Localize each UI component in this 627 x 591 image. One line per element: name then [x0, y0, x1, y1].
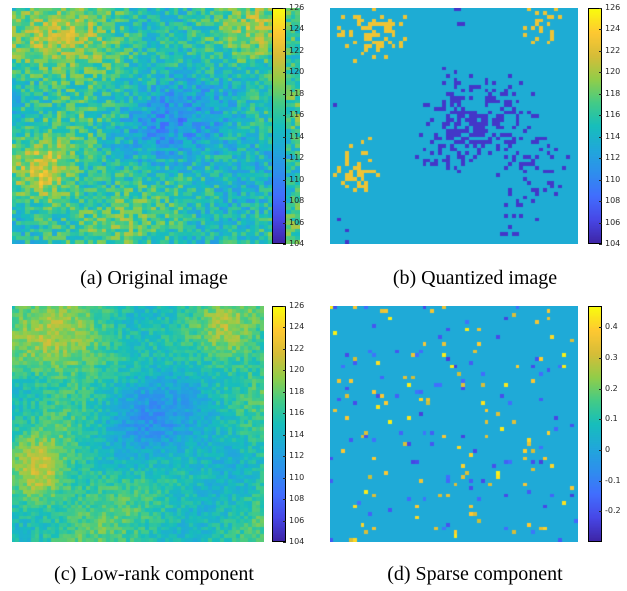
colorbar-tick-label: 0.4: [605, 322, 618, 331]
colorbar-tick-label: 118: [605, 89, 621, 98]
colorbar-tick-label: 0.3: [605, 353, 618, 362]
colorbar-tick-label: 108: [605, 196, 621, 205]
colorbar-tick-mark: [599, 481, 602, 482]
colorbar-tick-mark: [283, 542, 286, 543]
colorbar-tick-label: 110: [605, 175, 621, 184]
colorbar-tick-label: 106: [289, 218, 305, 227]
colorbar-tick-mark: [283, 94, 286, 95]
colorbar-tick-mark: [599, 180, 602, 181]
colorbar-sparse-component: [588, 306, 602, 542]
caption-original-image: (a) Original image: [80, 267, 228, 289]
colorbar-tick-mark: [283, 413, 286, 414]
colorbar-tick-mark: [283, 158, 286, 159]
colorbar-tick-mark: [599, 244, 602, 245]
colorbar-tick-label: 126: [289, 3, 305, 12]
colorbar-tick-label: 124: [289, 24, 305, 33]
colorbar-tick-label: -0.1: [605, 476, 621, 485]
colorbar-tick-mark: [599, 8, 602, 9]
colorbar-tick-mark: [599, 358, 602, 359]
caption-low-rank-component: (c) Low-rank component: [54, 563, 254, 585]
heatmap-sparse-component: [330, 306, 578, 542]
colorbar-tick-label: 124: [605, 24, 621, 33]
heatmap-low-rank-component: [12, 306, 264, 542]
colorbar-tick-label: 122: [289, 46, 305, 55]
colorbar-tick-label: 116: [289, 110, 305, 119]
colorbar-tick-label: 108: [289, 494, 305, 503]
colorbar-tick-label: 120: [289, 67, 305, 76]
colorbar-tick-label: 118: [289, 89, 305, 98]
colorbar-tick-mark: [599, 389, 602, 390]
colorbar-quantized-image: [588, 8, 602, 244]
colorbar-tick-label: 106: [289, 516, 305, 525]
colorbar-tick-label: 120: [605, 67, 621, 76]
colorbar-tick-mark: [599, 72, 602, 73]
colorbar-tick-label: 112: [289, 451, 305, 460]
colorbar-tick-mark: [599, 29, 602, 30]
colorbar-tick-mark: [283, 521, 286, 522]
heatmap-original-image: [12, 8, 300, 244]
colorbar-tick-mark: [283, 29, 286, 30]
colorbar-tick-mark: [599, 51, 602, 52]
colorbar-tick-mark: [599, 327, 602, 328]
colorbar-tick-label: 0: [605, 445, 611, 454]
colorbar-tick-label: 126: [289, 301, 305, 310]
colorbar-tick-mark: [283, 392, 286, 393]
colorbar-tick-label: 112: [289, 153, 305, 162]
colorbar-tick-label: 118: [289, 387, 305, 396]
colorbar-tick-label: 110: [289, 175, 305, 184]
colorbar-tick-mark: [599, 201, 602, 202]
colorbar-tick-mark: [599, 94, 602, 95]
colorbar-tick-mark: [283, 499, 286, 500]
colorbar-tick-label: 114: [289, 430, 305, 439]
colorbar-tick-label: 116: [289, 408, 305, 417]
colorbar-tick-mark: [283, 327, 286, 328]
colorbar-tick-mark: [283, 223, 286, 224]
colorbar-tick-label: 112: [605, 153, 621, 162]
colorbar-tick-label: 126: [605, 3, 621, 12]
colorbar-tick-label: 108: [289, 196, 305, 205]
colorbar-tick-label: 104: [289, 537, 305, 546]
colorbar-tick-label: 0.2: [605, 384, 618, 393]
colorbar-tick-mark: [283, 137, 286, 138]
heatmap-quantized-image: [330, 8, 578, 244]
colorbar-tick-label: 122: [289, 344, 305, 353]
colorbar-tick-label: 122: [605, 46, 621, 55]
colorbar-tick-mark: [283, 8, 286, 9]
colorbar-tick-label: 104: [605, 239, 621, 248]
colorbar-tick-mark: [283, 478, 286, 479]
colorbar-tick-mark: [599, 223, 602, 224]
caption-sparse-component: (d) Sparse component: [387, 563, 563, 585]
colorbar-tick-label: 116: [605, 110, 621, 119]
colorbar-tick-mark: [283, 72, 286, 73]
colorbar-tick-mark: [599, 450, 602, 451]
colorbar-tick-mark: [283, 306, 286, 307]
colorbar-tick-mark: [599, 137, 602, 138]
caption-quantized-image: (b) Quantized image: [392, 267, 558, 289]
colorbar-tick-mark: [283, 349, 286, 350]
colorbar-tick-mark: [283, 115, 286, 116]
colorbar-tick-label: 104: [289, 239, 305, 248]
colorbar-tick-mark: [599, 115, 602, 116]
colorbar-tick-label: 120: [289, 365, 305, 374]
colorbar-tick-mark: [599, 511, 602, 512]
colorbar-tick-label: 106: [605, 218, 621, 227]
colorbar-tick-mark: [283, 51, 286, 52]
colorbar-tick-label: 110: [289, 473, 305, 482]
colorbar-tick-mark: [283, 370, 286, 371]
colorbar-tick-mark: [283, 180, 286, 181]
colorbar-tick-mark: [283, 244, 286, 245]
colorbar-tick-label: -0.2: [605, 506, 621, 515]
colorbar-low-rank-component: [272, 306, 286, 542]
colorbar-tick-mark: [283, 435, 286, 436]
colorbar-original-image: [272, 8, 286, 244]
colorbar-tick-mark: [599, 419, 602, 420]
colorbar-tick-label: 114: [605, 132, 621, 141]
colorbar-tick-mark: [283, 201, 286, 202]
colorbar-tick-mark: [283, 456, 286, 457]
colorbar-tick-label: 0.1: [605, 414, 618, 423]
colorbar-tick-mark: [599, 158, 602, 159]
colorbar-tick-label: 114: [289, 132, 305, 141]
colorbar-tick-label: 124: [289, 322, 305, 331]
